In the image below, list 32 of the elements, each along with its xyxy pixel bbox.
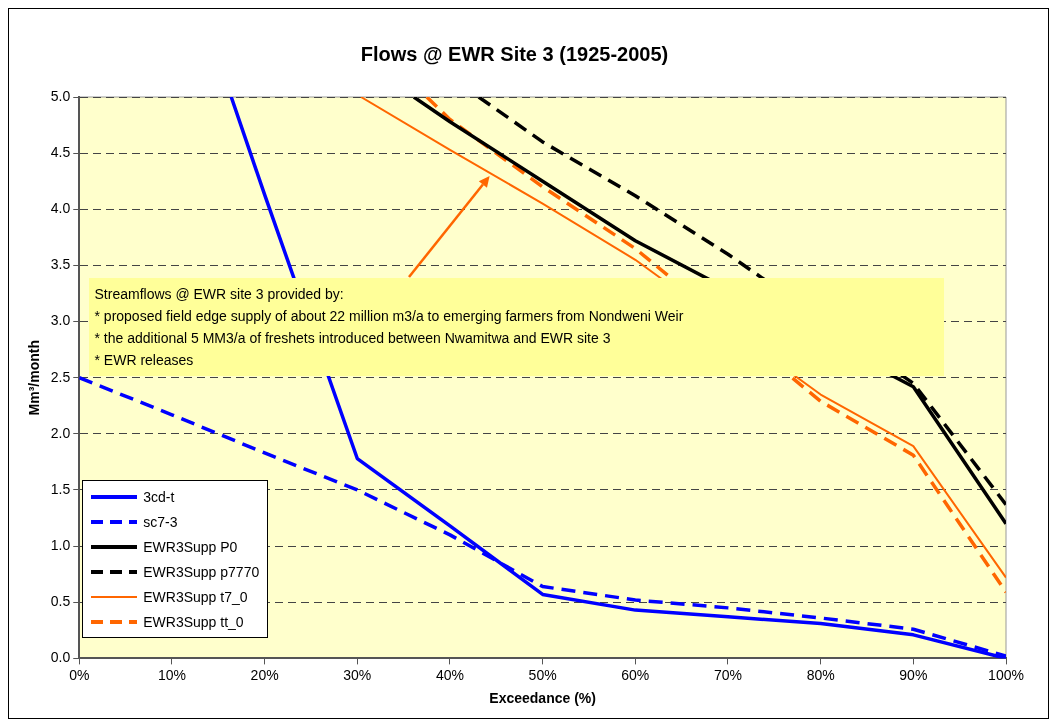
y-tick-label: 1.0: [50, 536, 71, 553]
note-box: Streamflows @ EWR site 3 provided by: * proposed field edge supply of about 22 million m3/a to emerging farmers from Nondweni Weir * the additional 5 MM3/a of freshets introduced between Nwamitwa and EWR site 3 * EWR releases: [88, 277, 944, 376]
x-axis-title: Exceedance (%): [489, 690, 596, 707]
chart-title: Flows @ EWR Site 3 (1925-2005): [360, 42, 669, 65]
y-tick-label: 1.5: [50, 480, 71, 497]
y-tick-label: 5.0: [50, 87, 71, 104]
x-tick-label: 80%: [806, 666, 835, 683]
legend-label: EWR3Supp t7_0: [143, 588, 248, 605]
x-tick-label: 30%: [343, 666, 372, 683]
y-tick-label: 3.5: [50, 256, 71, 273]
x-tick-label: 10%: [157, 666, 186, 683]
x-tick-label: 20%: [250, 666, 279, 683]
x-tick-label: 50%: [528, 666, 557, 683]
legend-label: 3cd-t: [143, 488, 175, 505]
legend-label: EWR3Supp tt_0: [143, 613, 244, 630]
y-tick-label: 2.5: [50, 368, 71, 385]
legend-label: EWR3Supp p7770: [143, 563, 260, 580]
y-tick-label: 4.5: [50, 144, 71, 160]
x-tick-label: 70%: [713, 666, 742, 683]
y-tick-label: 0.0: [50, 649, 71, 666]
y-tick-label: 3.0: [50, 312, 71, 329]
legend-label: EWR3Supp P0: [143, 538, 238, 555]
x-tick-label: 90%: [899, 666, 928, 683]
y-axis-title: Mm³/month: [26, 339, 43, 416]
x-tick-label: 60%: [621, 666, 650, 683]
x-tick-label: 100%: [988, 666, 1024, 683]
y-tick-label: 2.0: [50, 424, 71, 441]
legend-label: sc7-3: [143, 513, 178, 530]
x-tick-label: 40%: [435, 666, 464, 683]
y-tick-label: 0.5: [50, 593, 71, 610]
y-tick-label: 4.0: [50, 200, 71, 217]
x-tick-label: 0%: [69, 666, 90, 683]
